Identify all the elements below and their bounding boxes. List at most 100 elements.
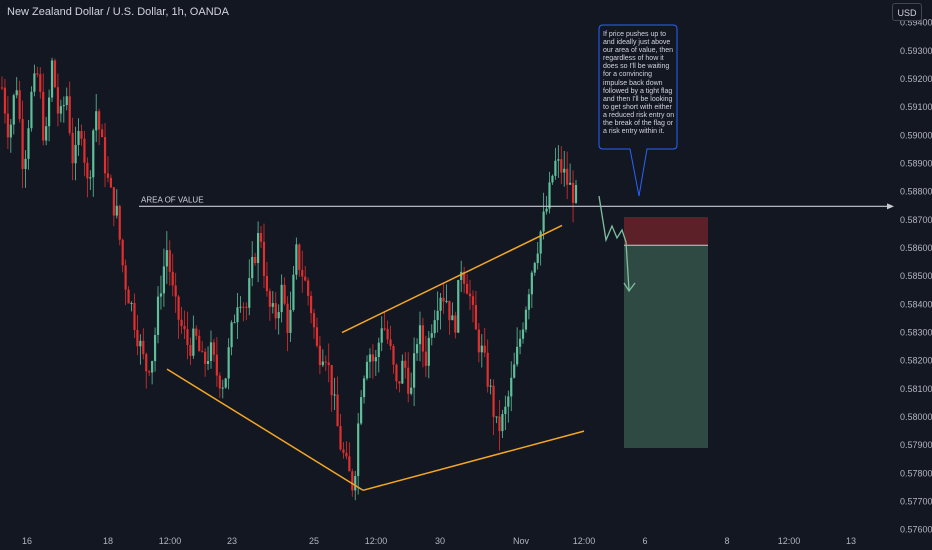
bearish-candle[interactable]	[421, 317, 425, 368]
bullish-candle[interactable]	[45, 116, 48, 146]
projection-arrow[interactable]	[598, 195, 636, 293]
bearish-candle[interactable]	[386, 320, 389, 344]
bearish-candle[interactable]	[477, 323, 480, 363]
bearish-candle[interactable]	[342, 442, 345, 459]
bearish-candle[interactable]	[345, 441, 348, 460]
bullish-candle[interactable]	[192, 315, 195, 359]
bearish-candle[interactable]	[183, 310, 186, 340]
bullish-candle[interactable]	[413, 337, 416, 407]
bullish-candle[interactable]	[27, 119, 30, 170]
bullish-candle[interactable]	[501, 409, 504, 438]
bearish-candle[interactable]	[327, 343, 330, 383]
bullish-candle[interactable]	[165, 231, 168, 284]
bearish-candle[interactable]	[286, 296, 289, 352]
bullish-candle[interactable]	[557, 145, 560, 178]
bearish-candle[interactable]	[492, 379, 495, 436]
bearish-candle[interactable]	[348, 442, 351, 472]
bullish-candle[interactable]	[321, 349, 324, 368]
stop-loss-zone[interactable]	[624, 217, 708, 246]
bearish-candle[interactable]	[174, 272, 177, 313]
bullish-candle[interactable]	[436, 291, 439, 333]
bullish-candle[interactable]	[251, 241, 254, 287]
bullish-candle[interactable]	[357, 413, 360, 495]
bearish-candle[interactable]	[265, 261, 269, 297]
bullish-candle[interactable]	[333, 377, 336, 410]
bullish-candle[interactable]	[430, 324, 433, 346]
bearish-candle[interactable]	[36, 66, 39, 78]
bullish-candle[interactable]	[233, 314, 236, 324]
bearish-candle[interactable]	[100, 124, 104, 138]
bullish-candle[interactable]	[507, 390, 510, 423]
bullish-candle[interactable]	[221, 379, 224, 399]
bearish-candle[interactable]	[471, 290, 475, 323]
bearish-candle[interactable]	[309, 291, 313, 324]
bullish-candle[interactable]	[15, 77, 18, 99]
bullish-candle[interactable]	[227, 338, 230, 390]
bearish-candle[interactable]	[80, 124, 83, 146]
bullish-candle[interactable]	[162, 248, 165, 307]
bearish-candle[interactable]	[404, 352, 407, 379]
price-axis[interactable]: 0.59400 0.59300 0.59200 0.59100 0.59000 0.589…	[900, 18, 932, 535]
bullish-candle[interactable]	[59, 99, 62, 123]
bullish-candle[interactable]	[130, 301, 133, 312]
bearish-candle[interactable]	[56, 73, 60, 127]
bearish-candle[interactable]	[571, 170, 575, 223]
bearish-candle[interactable]	[407, 352, 410, 403]
bearish-candle[interactable]	[298, 243, 301, 277]
bullish-candle[interactable]	[445, 284, 448, 304]
bullish-candle[interactable]	[33, 64, 36, 97]
bearish-candle[interactable]	[21, 100, 24, 189]
bearish-candle[interactable]	[121, 238, 124, 273]
bearish-candle[interactable]	[307, 277, 310, 306]
bearish-candle[interactable]	[330, 364, 333, 412]
bullish-candle[interactable]	[489, 378, 492, 395]
bullish-candle[interactable]	[280, 274, 283, 323]
bullish-candle[interactable]	[9, 118, 12, 153]
bearish-candle[interactable]	[103, 123, 107, 188]
bearish-candle[interactable]	[168, 240, 171, 286]
bullish-candle[interactable]	[50, 57, 54, 102]
bullish-candle[interactable]	[554, 147, 557, 180]
bullish-candle[interactable]	[277, 304, 280, 335]
bullish-candle[interactable]	[65, 87, 68, 111]
bullish-candle[interactable]	[439, 292, 442, 330]
bearish-candle[interactable]	[3, 78, 7, 124]
bearish-candle[interactable]	[177, 295, 180, 339]
bullish-candle[interactable]	[521, 322, 525, 344]
take-profit-zone[interactable]	[624, 245, 708, 449]
bearish-candle[interactable]	[201, 341, 204, 353]
bullish-candle[interactable]	[533, 261, 536, 276]
bullish-candle[interactable]	[77, 118, 80, 156]
bullish-candle[interactable]	[271, 291, 274, 314]
bearish-candle[interactable]	[395, 363, 398, 390]
bullish-candle[interactable]	[516, 327, 519, 367]
bearish-candle[interactable]	[39, 67, 42, 99]
bullish-candle[interactable]	[513, 352, 516, 379]
bullish-candle[interactable]	[360, 390, 363, 426]
bearish-candle[interactable]	[212, 338, 216, 362]
bullish-candle[interactable]	[74, 126, 77, 181]
bearish-candle[interactable]	[136, 314, 139, 356]
bullish-candle[interactable]	[460, 260, 463, 293]
bearish-candle[interactable]	[474, 291, 478, 330]
bullish-candle[interactable]	[47, 89, 51, 142]
bearish-candle[interactable]	[86, 157, 89, 198]
bullish-candle[interactable]	[377, 337, 380, 373]
bullish-candle[interactable]	[401, 354, 404, 385]
bullish-candle[interactable]	[151, 360, 154, 385]
bearish-candle[interactable]	[106, 156, 110, 183]
bullish-candle[interactable]	[224, 377, 227, 389]
bearish-candle[interactable]	[274, 292, 277, 330]
bullish-candle[interactable]	[524, 306, 528, 333]
bearish-candle[interactable]	[53, 58, 57, 89]
bullish-candle[interactable]	[542, 192, 545, 240]
bearish-candle[interactable]	[498, 400, 501, 451]
bullish-candle[interactable]	[159, 275, 163, 310]
bullish-candle[interactable]	[495, 416, 498, 424]
bullish-candle[interactable]	[415, 338, 419, 361]
bullish-candle[interactable]	[410, 372, 413, 396]
bearish-candle[interactable]	[83, 130, 86, 177]
bearish-candle[interactable]	[486, 339, 489, 393]
bearish-candle[interactable]	[254, 252, 257, 266]
bullish-candle[interactable]	[289, 291, 292, 342]
